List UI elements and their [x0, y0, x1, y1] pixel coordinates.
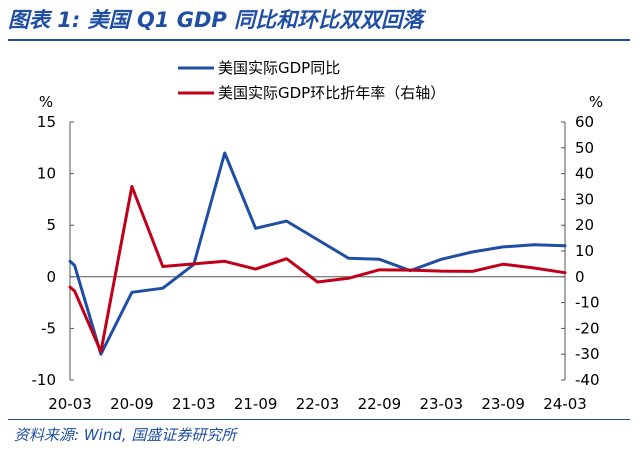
y-tick-label-right: 30: [575, 190, 594, 208]
series-line-gdp-yoy: [68, 151, 567, 356]
y-tick-label-right: -20: [575, 319, 600, 337]
y-tick-label-right: 10: [575, 242, 594, 260]
x-tick-label: 20-03: [48, 395, 92, 413]
x-tick-label: 21-03: [172, 395, 216, 413]
y-tick-label-right: -10: [575, 294, 600, 312]
chart-title: 图表 1: 美国 Q1 GDP 同比和环比双双回落: [8, 8, 424, 32]
y-tick-label-left: 15: [37, 113, 56, 131]
x-tick-label: 22-09: [358, 395, 402, 413]
series-line-gdp-qoq-annualized: [68, 185, 567, 354]
y-tick-label-right: 20: [575, 216, 594, 234]
y-tick-label-left: 10: [37, 165, 56, 183]
y-tick-label-left: 0: [46, 268, 56, 286]
legend-label: 美国实际GDP环比折年率（右轴）: [218, 84, 445, 102]
x-tick-label: 24-03: [543, 395, 587, 413]
y-axis-label-left: %: [39, 93, 53, 111]
y-tick-label-right: 60: [575, 113, 594, 131]
series-lines: [68, 151, 567, 356]
source-divider: [8, 419, 630, 420]
source-note: 资料来源: Wind, 国盛证券研究所: [14, 426, 237, 444]
y-tick-label-right: -30: [575, 345, 600, 363]
y-tick-label-right: -40: [575, 371, 600, 389]
axes: 151050-5-106050403020100-10-20-30-4020-0…: [32, 113, 600, 413]
x-tick-label: 23-03: [419, 395, 463, 413]
y-tick-label-right: 50: [575, 139, 594, 157]
x-tick-label: 23-09: [481, 395, 525, 413]
y-tick-label-left: 5: [46, 216, 56, 234]
x-tick-label: 21-09: [234, 395, 278, 413]
y-tick-label-right: 0: [575, 268, 585, 286]
title-divider: [8, 39, 630, 41]
y-axis-label-right: %: [589, 93, 603, 111]
y-tick-label-left: -5: [41, 319, 56, 337]
legend-label: 美国实际GDP同比: [218, 59, 340, 77]
y-tick-label-right: 40: [575, 165, 594, 183]
y-tick-label-left: -10: [32, 371, 57, 389]
x-tick-label: 20-09: [110, 395, 154, 413]
x-tick-label: 22-03: [296, 395, 340, 413]
